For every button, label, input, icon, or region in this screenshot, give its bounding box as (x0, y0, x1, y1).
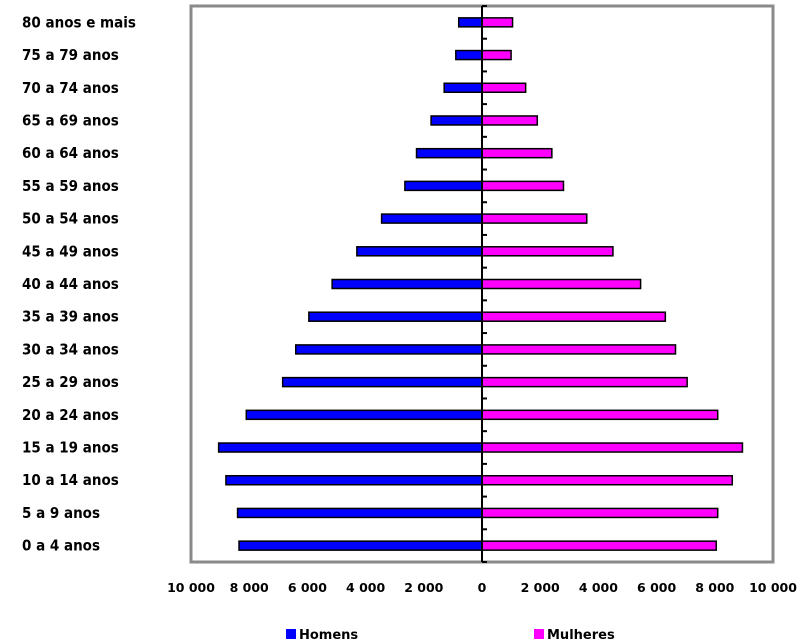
bar-homens (455, 49, 483, 61)
category-label: 30 a 34 anos (22, 340, 119, 358)
bar-homens (356, 246, 483, 257)
bar-mulheres (481, 17, 514, 28)
bar-mulheres (481, 82, 527, 94)
bar-mulheres (481, 115, 539, 126)
x-tick-label: 10 000 (749, 580, 797, 595)
legend-swatch-mulheres (534, 629, 544, 639)
category-label: 55 a 59 anos (22, 177, 119, 195)
legend-label-homens: Homens (299, 628, 358, 643)
bar-homens (225, 474, 483, 486)
legend-swatch-homens (286, 629, 296, 639)
category-label: 75 a 79 anos (22, 46, 119, 64)
bar-homens (380, 213, 483, 224)
bar-homens (308, 311, 483, 322)
bar-mulheres (481, 246, 614, 257)
category-label: 80 anos e mais (22, 13, 136, 31)
x-tick-label: 8 000 (230, 580, 269, 595)
category-label: 35 a 39 anos (22, 308, 119, 326)
x-tick-label: 6 000 (288, 580, 327, 595)
bar-homens (245, 409, 483, 421)
bar-homens (281, 376, 483, 388)
bar-mulheres (481, 180, 565, 192)
bar-mulheres (481, 474, 734, 486)
x-tick-label: 0 (478, 580, 487, 595)
category-label: 70 a 74 anos (22, 79, 119, 97)
category-label: 25 a 29 anos (22, 373, 119, 391)
bar-mulheres (481, 540, 718, 551)
bar-homens (415, 147, 483, 159)
x-tick-label: 6 000 (637, 580, 676, 595)
category-label: 50 a 54 anos (22, 210, 119, 228)
category-label: 5 a 9 anos (22, 504, 100, 522)
category-label: 40 a 44 anos (22, 275, 119, 293)
x-tick-label: 10 000 (167, 580, 215, 595)
category-label: 10 a 14 anos (22, 471, 119, 489)
category-label: 20 a 24 anos (22, 406, 119, 424)
bar-homens (430, 115, 483, 126)
bar-mulheres (481, 213, 588, 224)
bar-homens (457, 17, 483, 28)
bar-mulheres (481, 442, 744, 453)
x-tick-label: 2 000 (521, 580, 560, 595)
bar-mulheres (481, 49, 512, 61)
category-label: 15 a 19 anos (22, 439, 119, 457)
bar-mulheres (481, 311, 667, 322)
bar-homens (295, 344, 483, 355)
x-tick-label: 8 000 (695, 580, 734, 595)
bar-homens (404, 180, 483, 192)
bar-homens (238, 540, 483, 551)
bar-homens (331, 278, 483, 290)
bar-homens (443, 82, 483, 94)
bar-mulheres (481, 147, 553, 159)
category-label: 0 a 4 anos (22, 537, 100, 555)
x-tick-label: 4 000 (346, 580, 385, 595)
bar-homens (236, 507, 483, 519)
bar-mulheres (481, 376, 688, 388)
category-label: 60 a 64 anos (22, 144, 119, 162)
bar-mulheres (481, 278, 642, 290)
bar-mulheres (481, 507, 719, 519)
bar-mulheres (481, 409, 719, 421)
legend-label-mulheres: Mulheres (547, 628, 615, 643)
category-label: 45 a 49 anos (22, 242, 119, 260)
bar-homens (217, 442, 483, 453)
x-tick-label: 2 000 (404, 580, 443, 595)
bar-mulheres (481, 344, 677, 355)
x-tick-label: 4 000 (579, 580, 618, 595)
category-label: 65 a 69 anos (22, 111, 119, 129)
